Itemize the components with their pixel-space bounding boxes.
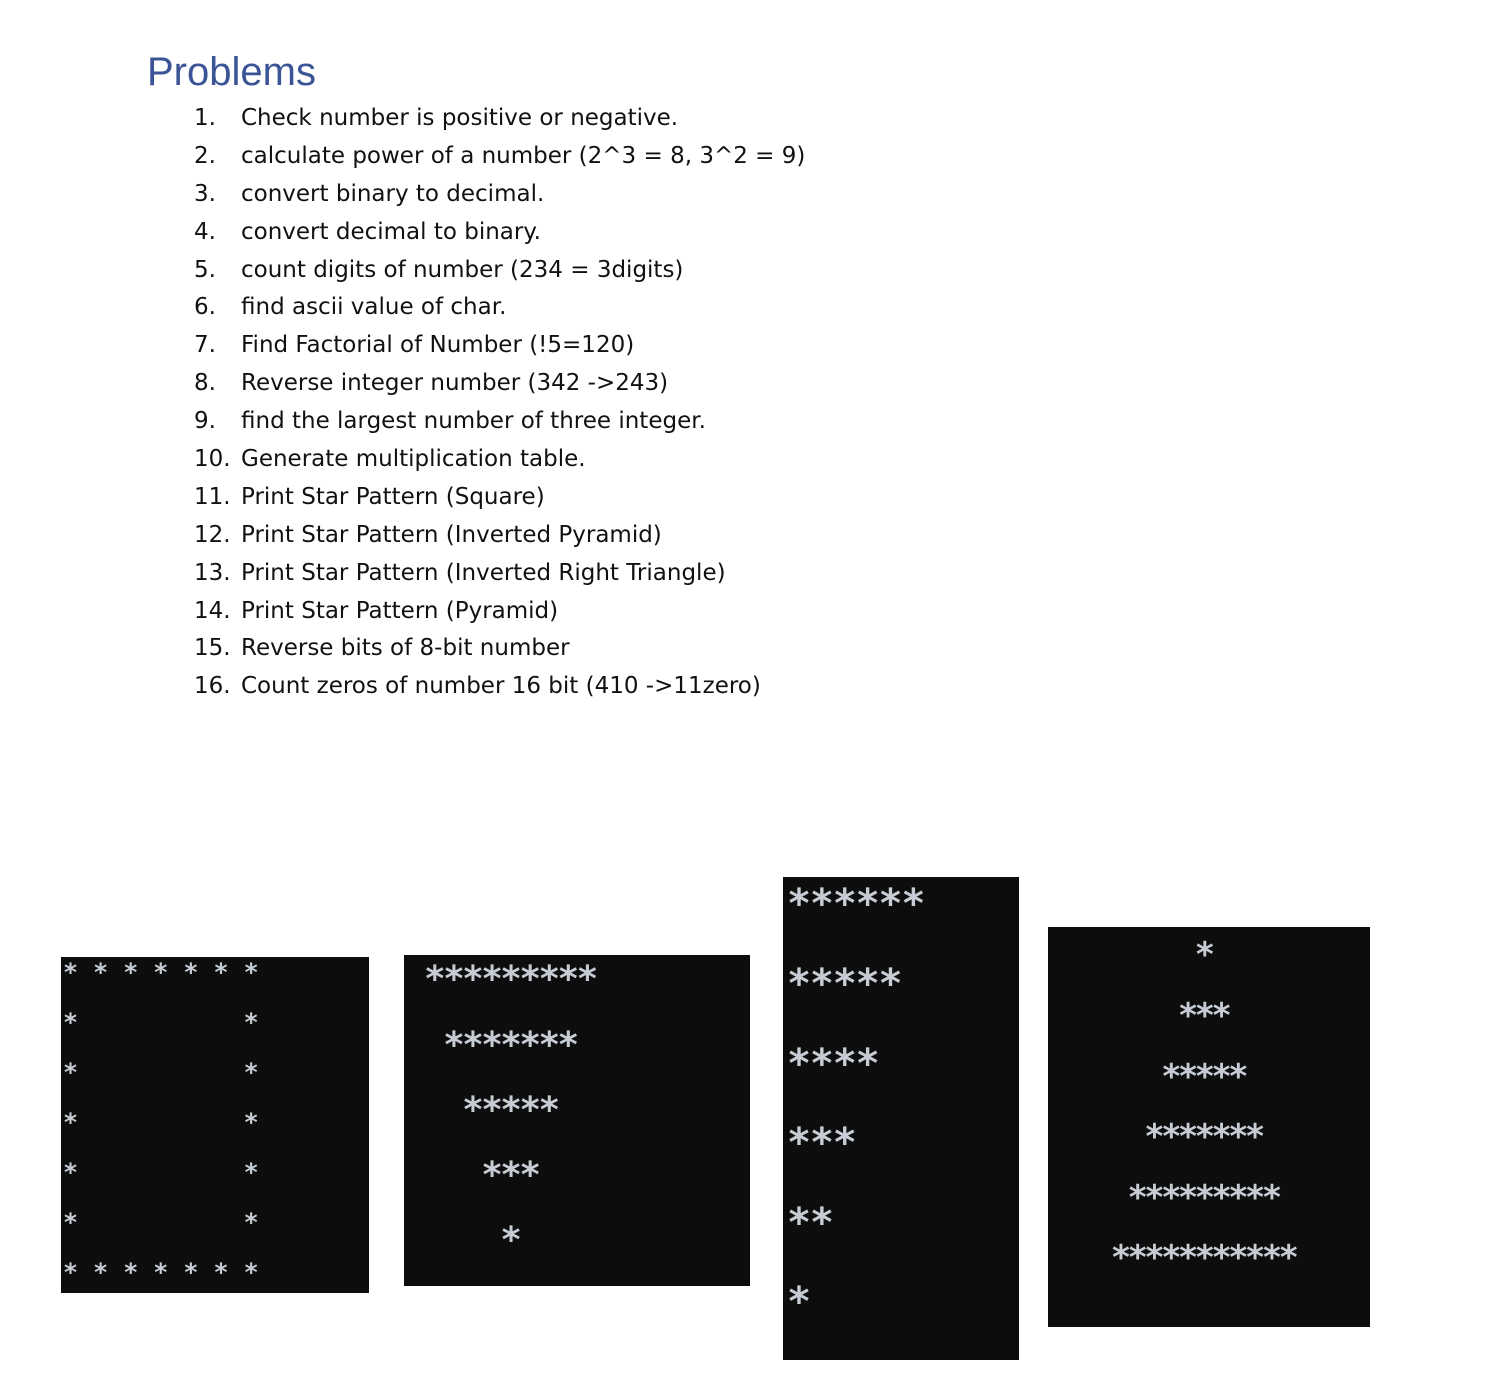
list-item-number: 15. [194,635,231,662]
list-item-number: 11. [194,483,231,510]
list-item-text: Reverse bits of 8-bit number [241,635,570,662]
list-item-text: Print Star Pattern (Square) [241,483,545,510]
square-pattern-image: * * * * * * * * * * * * * * * * * * * * … [61,957,369,1293]
pyramid-pattern-image: * *** ***** ******* ********* **********… [1048,927,1370,1327]
inverted-pyramid-pattern-image: ********* ******* ***** *** * [404,955,750,1286]
pattern-line: ********* [1127,1178,1283,1218]
list-item-number: 2. [194,142,216,169]
pattern-line: ***** [1161,1057,1249,1097]
pattern-line: ********* [424,959,598,1000]
list-item-text: count digits of number (234 = 3digits) [241,256,684,283]
pattern-line: *********** [1110,1238,1299,1278]
list-item-number: 8. [194,370,216,397]
list-item-text: Print Star Pattern (Inverted Pyramid) [241,521,662,548]
list-item-number: 1. [194,105,216,131]
pattern-line: * [424,1220,522,1261]
pattern-line: ******* [424,1025,579,1066]
pattern-line: * * [63,1008,259,1037]
list-item-text: Generate multiplication table. [241,446,586,473]
pattern-line: * * [63,1108,259,1137]
list-item-text: find ascii value of char. [241,294,507,321]
pattern-line: * * [63,1158,259,1187]
list-item-number: 14. [194,597,231,624]
list-item-text: Reverse integer number (342 ->243) [241,370,669,397]
list-item-number: 16. [194,673,231,700]
pattern-line: ******* [1144,1117,1265,1157]
pattern-line: * * * * * * * [63,1258,259,1287]
list-item-number: 4. [194,218,216,245]
list-item-number: 13. [194,559,231,586]
list-item-text: calculate power of a number (2^3 = 8, 3^… [241,142,806,169]
list-item-text: convert binary to decimal. [241,180,545,207]
pattern-line: **** [787,1041,880,1087]
page-title: Problems [147,50,316,94]
inverted-right-triangle-pattern-image: ****** ***** **** *** ** * [783,877,1019,1360]
pattern-line: ***** [787,961,903,1007]
list-item-text: Check number is positive or negative. [241,105,679,131]
pattern-line: ****** [787,881,925,927]
list-item-text: convert decimal to binary. [241,218,541,245]
pattern-line: ***** [424,1090,560,1131]
pattern-line: * [1194,935,1215,975]
list-item-text: find the largest number of three integer… [241,408,706,435]
pattern-line: * [787,1279,811,1325]
pattern-line: * * [63,1058,259,1087]
list-item-number: 5. [194,256,216,283]
pattern-line: *** [424,1155,541,1196]
pattern-line: *** [1177,996,1232,1036]
list-item-text: Find Factorial of Number (!5=120) [241,332,635,359]
pattern-line: *** [787,1120,857,1166]
list-item-number: 12. [194,521,231,548]
list-item-number: 6. [194,294,216,321]
pattern-line: * * [63,1208,259,1237]
list-item-number: 7. [194,332,216,359]
pattern-line: * * * * * * * [63,958,259,987]
list-item-text: Count zeros of number 16 bit (410 ->11ze… [241,673,761,700]
pattern-line: ** [787,1200,834,1246]
list-item-number: 3. [194,180,216,207]
list-item-text: Print Star Pattern (Pyramid) [241,597,559,624]
list-item-text: Print Star Pattern (Inverted Right Trian… [241,559,726,586]
list-item-number: 10. [194,446,231,473]
list-item-number: 9. [194,408,216,435]
